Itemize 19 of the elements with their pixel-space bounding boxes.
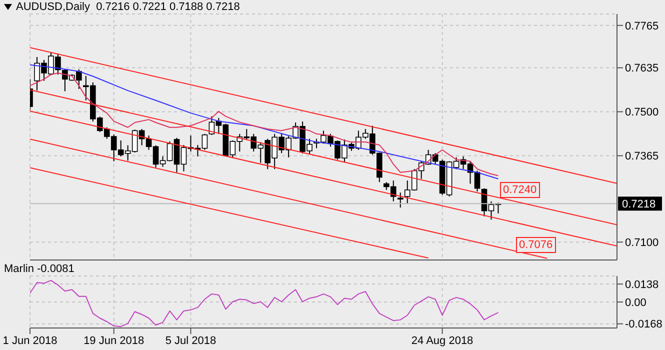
x-tick-label: 5 Jul 2018 [165,334,216,347]
annotation: 0.7240 [500,182,540,198]
annotation: 0.7076 [516,237,556,253]
x-tick-label: 19 Jun 2018 [84,334,144,347]
y-tick-label: 0.7100 [625,236,659,249]
y-tick-label: 0.00 [625,296,646,309]
y-tick-label: 0.7500 [625,106,659,119]
y-tick-label: 0.7765 [625,20,659,32]
chart-title: Marlin -0.0081 [4,263,74,275]
y-tick-label: 0.0138 [625,278,659,291]
ref-line-label: 0.7218 [622,198,656,211]
y-tick-label: -0.0168 [625,318,662,331]
candlestick [397,192,404,208]
chart-title: AUDUSD,Daily 0.7216 0.7221 0.7188 0.7218 [16,1,240,13]
y-tick-label: 0.7635 [625,62,659,75]
line-series [30,280,499,328]
x-tick-label: 24 Aug 2018 [411,334,474,347]
y-tick-label: 0.7365 [625,150,659,163]
x-tick-label: 1 Jun 2018 [2,334,58,347]
